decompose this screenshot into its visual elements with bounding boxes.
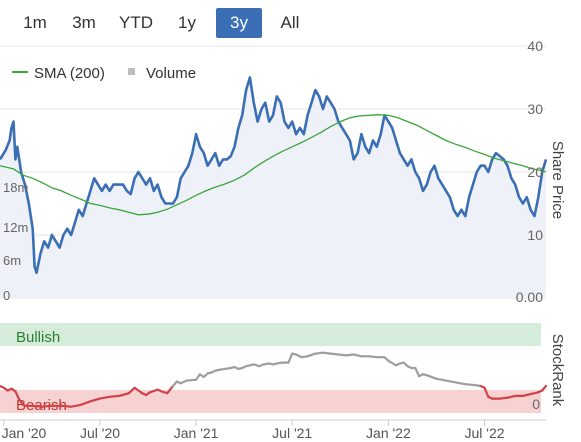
x-tick-label: Jul '21 bbox=[272, 425, 312, 441]
stockrank-panel: Bullish Bearish 0 StockRank bbox=[0, 323, 566, 414]
range-all-button[interactable]: All bbox=[280, 13, 300, 32]
sma-200-line bbox=[0, 114, 547, 216]
stockrank-axis-title: StockRank bbox=[549, 334, 566, 407]
price-line bbox=[0, 76, 548, 275]
bullish-band-label: Bullish bbox=[16, 329, 60, 346]
range-3y-button[interactable]: 3y bbox=[216, 8, 262, 38]
price-tick-label: 40 bbox=[527, 38, 543, 54]
stockrank-segment-neutral bbox=[454, 381, 467, 386]
stockrank-segment-neutral bbox=[337, 353, 348, 357]
stockrank-segment-bearish bbox=[483, 386, 490, 398]
stockrank-segment-bearish bbox=[69, 403, 82, 408]
stockrank-segment-bearish bbox=[541, 384, 548, 392]
stockrank-segment-bearish bbox=[60, 404, 73, 408]
price-area-fill bbox=[0, 77, 546, 298]
stockrank-segment-bearish bbox=[148, 388, 159, 394]
stockrank-segment-bearish bbox=[166, 384, 175, 395]
volume-tick-label: 12m bbox=[3, 220, 28, 235]
x-tick-label: Jul '20 bbox=[80, 425, 120, 441]
stockrank-segment-neutral bbox=[368, 355, 378, 359]
stockrank-segment-bearish bbox=[521, 393, 532, 397]
volume-tick-label: 18m bbox=[3, 180, 28, 195]
stockrank-line bbox=[0, 351, 548, 408]
stockrank-tick-label: 0 bbox=[532, 396, 540, 412]
stockrank-segment-neutral bbox=[414, 366, 421, 378]
volume-legend-label[interactable]: Volume bbox=[146, 65, 196, 82]
price-tick-label: 10 bbox=[527, 227, 543, 243]
range-1y-button[interactable]: 1y bbox=[178, 13, 196, 32]
stockrank-segment-neutral bbox=[345, 353, 355, 357]
stockrank-segment-bearish bbox=[498, 396, 509, 400]
stockrank-segment-bearish bbox=[506, 394, 517, 399]
stockrank-segment-neutral bbox=[464, 383, 476, 387]
stockrank-segment-neutral bbox=[314, 351, 325, 355]
x-tick-label: Jul '22 bbox=[464, 425, 504, 441]
volume-legend-marker bbox=[128, 68, 135, 75]
range-ytd-button[interactable]: YTD bbox=[119, 13, 153, 32]
x-tick-label: Jan '22 bbox=[366, 425, 411, 441]
stockrank-segment-bearish bbox=[29, 404, 44, 408]
bearish-band-label: Bearish bbox=[16, 397, 67, 414]
bearish-band bbox=[0, 390, 541, 413]
sma-legend-label[interactable]: SMA (200) bbox=[34, 65, 105, 82]
share-price-axis-title: Share Price bbox=[549, 141, 566, 219]
stockrank-segment-neutral bbox=[329, 352, 340, 356]
x-tick-label: Jan '20 bbox=[2, 425, 47, 441]
stockrank-segment-neutral bbox=[306, 352, 317, 358]
volume-tick-label: 6m bbox=[3, 253, 21, 268]
stockrank-segment-bearish bbox=[118, 392, 130, 397]
stockrank-segment-neutral bbox=[387, 359, 398, 367]
stockrank-segment-bearish bbox=[529, 391, 540, 396]
stockrank-segment-neutral bbox=[287, 352, 294, 364]
volume-axis: 18m 12m 6m 0 bbox=[3, 180, 28, 303]
stockrank-segment-neutral bbox=[435, 377, 448, 382]
stockrank-segment-bearish bbox=[41, 404, 54, 408]
price-tick-label: 30 bbox=[527, 101, 543, 117]
stockrank-segment-neutral bbox=[425, 374, 438, 380]
price-axis: 40 30 20 10 0.00 Share Price bbox=[516, 38, 566, 305]
bullish-band bbox=[0, 323, 541, 346]
stockrank-segment-neutral bbox=[195, 373, 201, 381]
volume-tick-label: 0 bbox=[3, 288, 10, 303]
legend: SMA (200) Volume bbox=[12, 65, 196, 82]
stockrank-segment-neutral bbox=[352, 353, 363, 358]
range-3m-button[interactable]: 3m bbox=[72, 13, 96, 32]
stockrank-segment-bearish bbox=[108, 394, 121, 398]
stockrank-segment-bearish bbox=[14, 390, 21, 401]
stockrank-segment-bearish bbox=[89, 397, 102, 403]
stockrank-segment-neutral bbox=[321, 351, 332, 355]
stockrank-segment-bearish bbox=[79, 400, 92, 406]
stockrank-segment-bearish bbox=[127, 386, 136, 395]
x-axis: Jan '20 Jul '20 Jan '21 Jul '21 Jan '22 Jul '… bbox=[2, 420, 505, 441]
stockrank-segment-bearish bbox=[18, 398, 25, 406]
stockrank-segment-neutral bbox=[185, 378, 198, 382]
stockrank-segment-neutral bbox=[444, 379, 457, 384]
range-selector: 1m 3m YTD 1y 3y All bbox=[0, 0, 320, 40]
stockrank-segment-bearish bbox=[98, 395, 111, 400]
x-tick-label: Jan '21 bbox=[174, 425, 219, 441]
price-tick-label: 20 bbox=[527, 164, 543, 180]
range-1m-button[interactable]: 1m bbox=[23, 13, 47, 32]
price-tick-label: 0.00 bbox=[516, 289, 543, 305]
